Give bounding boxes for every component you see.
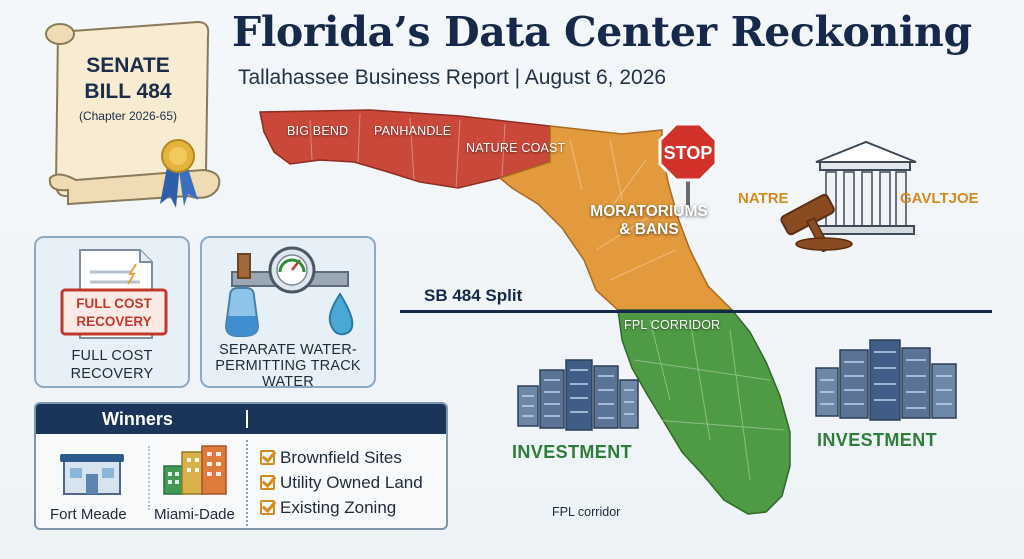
- stop-sign-text: STOP: [664, 143, 713, 163]
- fpl-corridor-note: FPL corridor: [552, 505, 621, 519]
- checkbox-icon: [260, 450, 275, 465]
- document-stamp-icon: FULL COST RECOVERY: [60, 249, 168, 339]
- data-center-servers-icon: [517, 359, 639, 431]
- region-label-big-bend: BIG BEND: [287, 124, 349, 138]
- senate-bill-title: SENATE BILL 484 (Chapter 2026-65): [79, 54, 177, 123]
- winners-title: Winners: [102, 409, 173, 429]
- criteria-utility-land: Utility Owned Land: [260, 473, 423, 493]
- stamp-text-line1: FULL COST: [76, 296, 152, 311]
- scroll-line-bill: BILL 484: [84, 80, 171, 103]
- sb484-split-label: SB 484 Split: [424, 286, 523, 305]
- card-caption-line1: FULL COST: [71, 348, 153, 364]
- map-region-north: [259, 109, 551, 189]
- courthouse-label-left: NATRE: [738, 190, 789, 207]
- stop-sign-icon: STOP: [658, 122, 718, 210]
- seal-ribbon-icon: [160, 139, 198, 208]
- courthouse-label-right: GAVLTJOE: [900, 190, 979, 207]
- card-caption-line1: SEPARATE WATER-: [219, 342, 357, 358]
- investment-label-left: INVESTMENT: [512, 442, 633, 462]
- criteria-label: Utility Owned Land: [280, 473, 423, 492]
- water-meter-pipe-icon: [224, 246, 354, 337]
- florida-map: STOP: [259, 109, 791, 515]
- criteria-label: Brownfield Sites: [280, 448, 402, 467]
- winners-divider: [246, 440, 249, 526]
- moratoriums-label: MORATORIUMS & BANS: [584, 203, 714, 239]
- data-center-servers-icon: [815, 339, 957, 421]
- sb484-split-line: [400, 310, 992, 313]
- checkbox-icon: [260, 500, 275, 515]
- moratoriums-line2: & BANS: [619, 221, 679, 238]
- region-label-fpl-corridor: FPL CORRIDOR: [624, 318, 721, 332]
- winners-panel: Winners Fort Meade Miami-Dade Brownfield…: [34, 402, 448, 530]
- checkbox-icon: [260, 475, 275, 490]
- region-label-nature-coast: NATURE COAST: [466, 141, 566, 155]
- criteria-zoning: Existing Zoning: [260, 498, 396, 518]
- full-cost-recovery-card: FULL COST RECOVERY FULL COST RECOVERY: [34, 236, 190, 388]
- investment-label-right: INVESTMENT: [817, 430, 938, 450]
- scroll-line-senate: SENATE: [86, 54, 170, 77]
- card-caption-line3: WATER: [262, 374, 314, 390]
- moratoriums-line1: MORATORIUMS: [590, 203, 708, 220]
- building-icon: [60, 454, 124, 495]
- location-divider: [148, 446, 151, 510]
- courthouse-gavel-icon: [780, 140, 917, 252]
- water-permitting-card: SEPARATE WATER- PERMITTING TRACK WATER: [200, 236, 376, 390]
- page-subtitle: Tallahassee Business Report | August 6, …: [238, 66, 667, 89]
- card-caption-line2: PERMITTING TRACK: [215, 358, 361, 374]
- winners-header: Winners: [36, 404, 446, 434]
- page-title: Florida’s Data Center Reckoning: [232, 8, 972, 56]
- city-buildings-icon: [163, 445, 227, 495]
- scroll-line-chapter: (Chapter 2026-65): [79, 109, 177, 123]
- location-fort-meade: Fort Meade: [50, 506, 127, 523]
- criteria-label: Existing Zoning: [280, 498, 397, 517]
- stamp-text-line2: RECOVERY: [76, 314, 151, 329]
- card-caption-line2: RECOVERY: [70, 366, 154, 382]
- criteria-brownfield: Brownfield Sites: [260, 448, 402, 468]
- region-label-panhandle: PANHANDLE: [374, 124, 452, 138]
- county-lines: [309, 113, 785, 481]
- map-region-south: [617, 309, 791, 515]
- senate-bill-scroll-icon: SENATE BILL 484 (Chapter 2026-65): [45, 20, 221, 208]
- location-miami-dade: Miami-Dade: [154, 506, 235, 523]
